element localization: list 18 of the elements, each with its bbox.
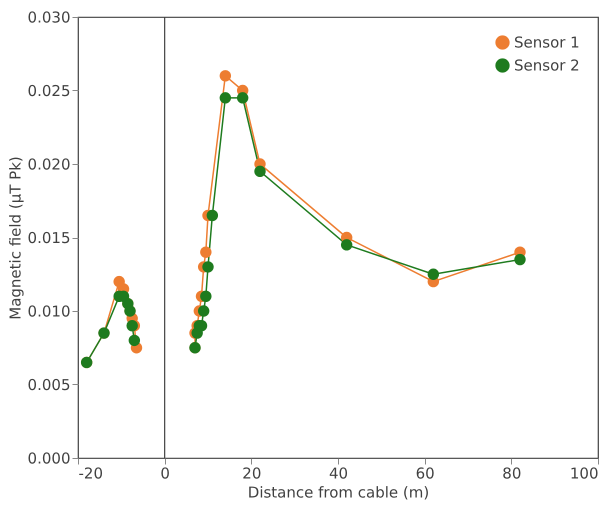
x-tick-label: 0 [160,464,170,482]
x-tick-label: 60 [416,464,435,482]
y-tick-label: 0.000 [28,450,70,468]
x-tick-label: -20 [78,464,103,482]
legend-label: Sensor 1 [514,34,580,52]
y-axis-title: Magnetic field (µT Pk) [6,156,25,320]
y-tick-label: 0.015 [28,229,70,247]
legend-label: Sensor 2 [514,56,580,74]
x-axis-title: Distance from cable (m) [248,484,430,502]
y-tick-label: 0.025 [28,82,70,100]
x-tick-label: 40 [328,464,348,482]
y-tick-label: 0.020 [28,156,70,174]
y-tick-label: 0.005 [28,376,70,394]
x-tick-label: 100 [570,464,598,482]
x-tick-label: 80 [502,464,522,482]
y-tick-label: 0.010 [28,302,70,320]
y-tick-label: 0.030 [28,8,70,26]
x-tick-label: 20 [242,464,262,482]
